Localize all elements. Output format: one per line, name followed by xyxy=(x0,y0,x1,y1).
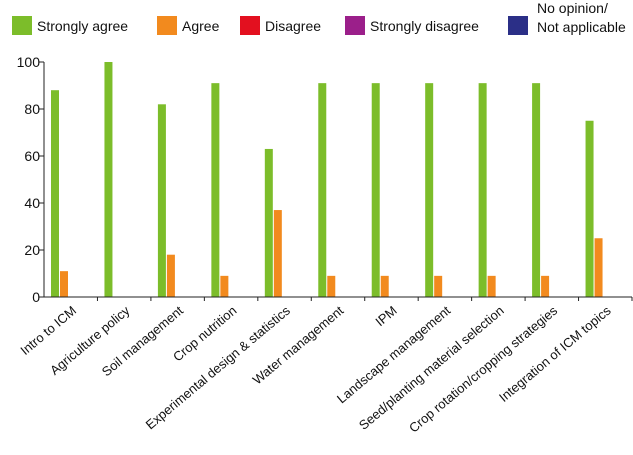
y-tick-label: 80 xyxy=(24,101,40,117)
legend-label: No opinion/ xyxy=(537,0,608,16)
bar xyxy=(487,275,496,297)
bar xyxy=(264,148,273,297)
legend-label: Not applicable xyxy=(537,19,626,35)
bar xyxy=(327,275,336,297)
bar xyxy=(532,83,541,298)
y-tick-label: 40 xyxy=(24,195,40,211)
legend-label: Agree xyxy=(182,18,220,34)
legend-label: Strongly agree xyxy=(37,18,128,34)
legend-swatch xyxy=(12,16,32,35)
bar xyxy=(541,275,550,297)
bars xyxy=(51,62,603,298)
bar xyxy=(220,275,229,297)
legend-swatch xyxy=(157,16,177,35)
bar xyxy=(104,62,113,297)
x-tick-label: IPM xyxy=(372,303,399,329)
bar xyxy=(157,104,166,297)
bar xyxy=(60,271,68,297)
legend-swatch xyxy=(345,16,365,35)
x-tick-label: Water management xyxy=(250,303,347,388)
legend-swatch xyxy=(240,16,260,35)
legend-label: Strongly disagree xyxy=(370,18,479,34)
bar xyxy=(273,210,282,297)
y-tick-label: 0 xyxy=(32,289,40,305)
bar xyxy=(318,83,327,298)
bar xyxy=(166,254,175,297)
bar xyxy=(478,83,487,298)
legend: Strongly agree Agree Disagree Strongly disa… xyxy=(12,0,626,35)
bar xyxy=(434,275,443,297)
bar xyxy=(425,83,434,298)
legend-swatch xyxy=(508,16,528,35)
bar xyxy=(51,90,59,297)
bar xyxy=(380,275,389,297)
y-axis: 0 20 40 60 80 100 xyxy=(17,54,45,305)
bar xyxy=(211,83,220,298)
y-tick-label: 20 xyxy=(24,242,40,258)
y-tick-label: 100 xyxy=(17,54,41,70)
y-tick-label: 60 xyxy=(24,148,40,164)
bar xyxy=(594,238,603,297)
bar xyxy=(371,83,380,298)
legend-label: Disagree xyxy=(265,18,321,34)
bar xyxy=(585,120,594,297)
